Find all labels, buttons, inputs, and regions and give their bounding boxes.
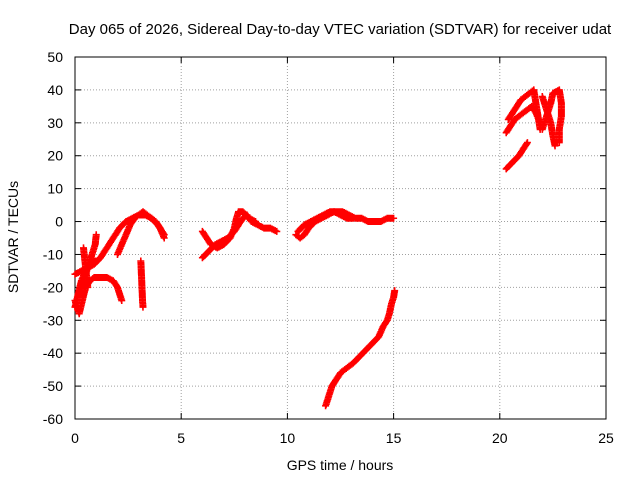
chart-title: Day 065 of 2026, Sidereal Day-to-day VTE… [69,21,612,38]
y-tick-label: -50 [43,378,63,394]
y-tick-label: 50 [47,49,63,65]
series-trace-11 [292,208,357,242]
x-tick-label: 0 [71,430,79,446]
x-tick-label: 15 [386,430,402,446]
y-tick-label: 30 [47,115,63,131]
series-trace-9 [198,208,260,252]
series-trace-13 [502,139,531,173]
data-point-markers [502,139,531,173]
y-tick-label: -40 [43,345,63,361]
series-trace-17 [538,93,559,150]
axis-ticks: 0 5 10 15 20 25 -60 -50 -40 -30 -20 -10 0 10 20 30 40 50 [43,49,614,446]
grid [75,57,606,419]
y-tick-label: -20 [43,279,63,295]
y-tick-label: -30 [43,312,63,328]
series-trace-5 [80,244,92,291]
data-point-markers [114,208,168,258]
data-point-markers [292,208,357,242]
x-tick-label: 20 [492,430,508,446]
series-trace-15 [502,102,544,137]
y-tick-label: -60 [43,411,63,427]
series-trace-7 [137,257,147,311]
y-tick-label: -10 [43,246,63,262]
data-point-markers [137,257,147,311]
y-tick-label: 0 [55,214,63,230]
x-tick-label: 5 [177,430,185,446]
data-point-markers [322,287,399,410]
x-axis-label: GPS time / hours [287,457,394,473]
data-point-markers [538,93,559,150]
data-point-markers [502,102,544,137]
y-tick-label: 10 [47,181,63,197]
data-point-markers [198,208,260,252]
y-tick-label: 20 [47,148,63,164]
series-trace-6 [114,208,168,258]
series-trace-12 [322,287,399,410]
plot-frame [74,56,607,420]
data-points [71,86,565,410]
y-axis-label: SDTVAR / TECUs [5,181,21,293]
x-tick-label: 25 [598,430,614,446]
x-tick-label: 10 [280,430,296,446]
y-tick-label: 40 [47,82,63,98]
data-point-markers [80,244,92,291]
